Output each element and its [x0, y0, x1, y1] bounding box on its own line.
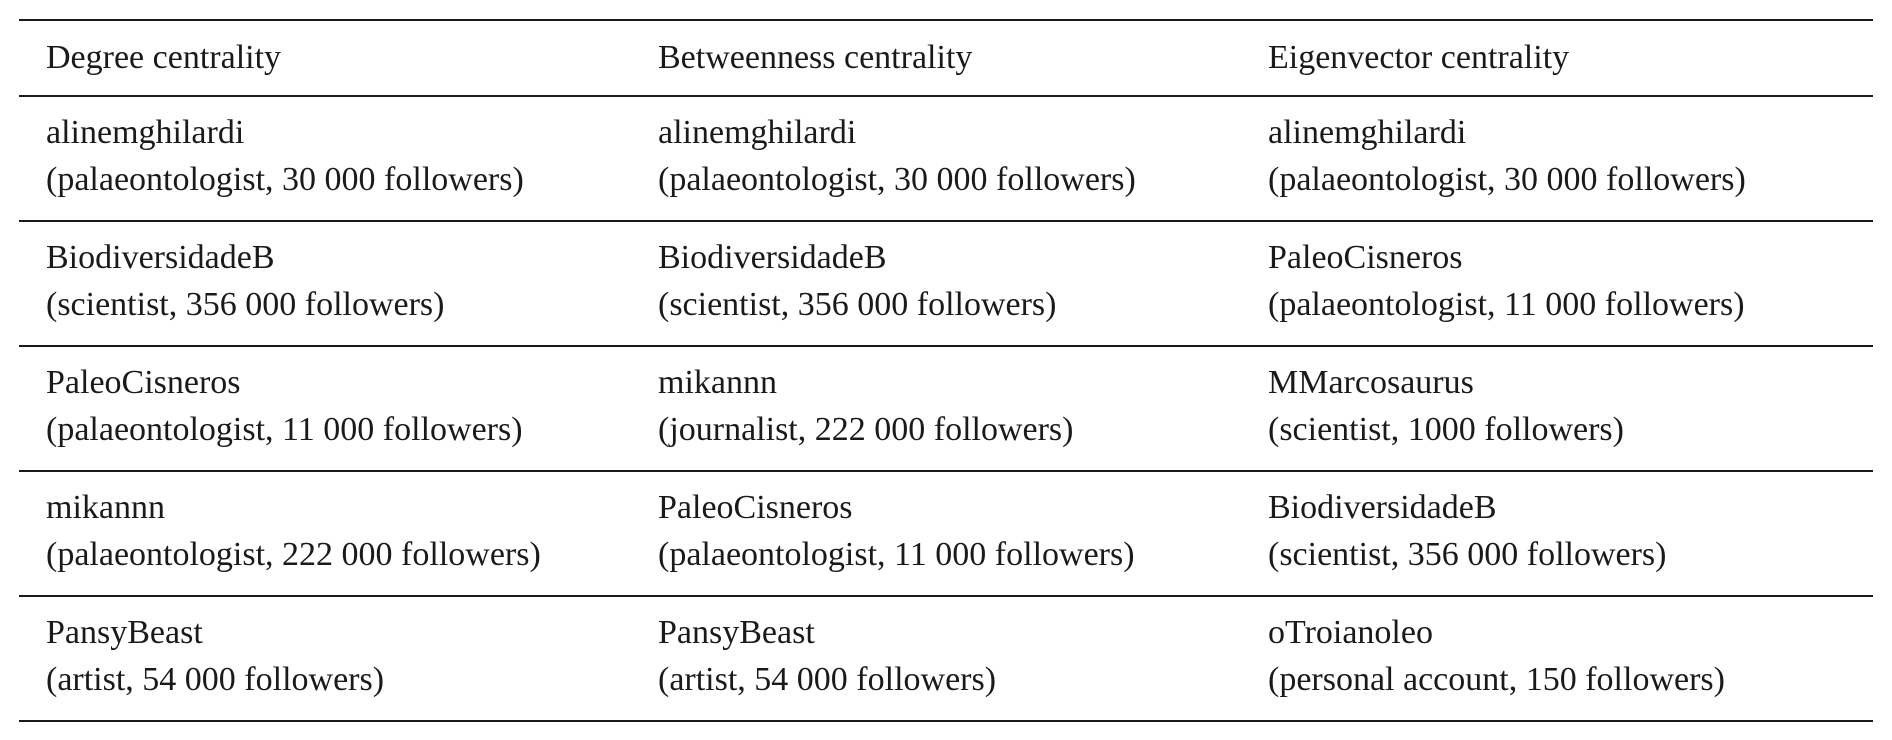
account-description: (scientist, 356 000 followers) — [46, 286, 445, 323]
table-cell: alinemghilardi (palaeontologist, 30 000 … — [1241, 96, 1873, 221]
account-description: (palaeontologist, 30 000 followers) — [46, 161, 524, 198]
account-handle: PaleoCisneros — [1268, 239, 1463, 276]
table-cell: PaleoCisneros (palaeontologist, 11 000 f… — [1241, 221, 1873, 346]
account-description: (artist, 54 000 followers) — [46, 661, 385, 698]
table-cell: alinemghilardi (palaeontologist, 30 000 … — [631, 96, 1241, 221]
header-betweenness-centrality: Betweenness centrality — [658, 39, 973, 76]
table-row: alinemghilardi (palaeontologist, 30 000 … — [19, 96, 1873, 221]
table-cell: PaleoCisneros (palaeontologist, 11 000 f… — [631, 471, 1241, 596]
table-cell: oTroianoleo (personal account, 150 follo… — [1241, 596, 1873, 721]
account-handle: alinemghilardi — [46, 114, 245, 151]
account-description: (palaeontologist, 30 000 followers) — [658, 161, 1136, 198]
header-degree-centrality: Degree centrality — [46, 39, 282, 76]
account-description: (palaeontologist, 11 000 followers) — [1268, 286, 1745, 323]
table-row: PansyBeast (artist, 54 000 followers) Pa… — [19, 596, 1873, 721]
header-row: Degree centrality Betweenness centrality… — [19, 20, 1873, 96]
table-header: Degree centrality Betweenness centrality… — [19, 20, 1873, 96]
account-description: (palaeontologist, 11 000 followers) — [46, 411, 523, 448]
account-handle: alinemghilardi — [658, 114, 857, 151]
table-cell: PansyBeast (artist, 54 000 followers) — [19, 596, 631, 721]
account-description: (journalist, 222 000 followers) — [658, 411, 1074, 448]
account-description: (scientist, 1000 followers) — [1268, 411, 1624, 448]
table-cell: BiodiversidadeB (scientist, 356 000 foll… — [631, 221, 1241, 346]
account-handle: oTroianoleo — [1268, 614, 1433, 651]
account-handle: PansyBeast — [658, 614, 815, 651]
account-handle: alinemghilardi — [1268, 114, 1467, 151]
account-handle: BiodiversidadeB — [1268, 489, 1497, 526]
table-cell: PaleoCisneros (palaeontologist, 11 000 f… — [19, 346, 631, 471]
account-handle: mikannn — [46, 489, 165, 526]
table-cell: BiodiversidadeB (scientist, 356 000 foll… — [19, 221, 631, 346]
table-row: PaleoCisneros (palaeontologist, 11 000 f… — [19, 346, 1873, 471]
account-description: (artist, 54 000 followers) — [658, 661, 997, 698]
account-handle: MMarcosaurus — [1268, 364, 1474, 401]
table-cell: BiodiversidadeB (scientist, 356 000 foll… — [1241, 471, 1873, 596]
centrality-table-container: Degree centrality Betweenness centrality… — [19, 19, 1873, 722]
account-handle: mikannn — [658, 364, 777, 401]
table-body: alinemghilardi (palaeontologist, 30 000 … — [19, 96, 1873, 721]
table-cell: PansyBeast (artist, 54 000 followers) — [631, 596, 1241, 721]
account-handle: BiodiversidadeB — [46, 239, 275, 276]
table-cell: alinemghilardi (palaeontologist, 30 000 … — [19, 96, 631, 221]
centrality-table: Degree centrality Betweenness centrality… — [19, 19, 1873, 722]
account-handle: PansyBeast — [46, 614, 203, 651]
account-handle: BiodiversidadeB — [658, 239, 887, 276]
header-eigenvector-centrality: Eigenvector centrality — [1268, 39, 1570, 76]
table-cell: mikannn (palaeontologist, 222 000 follow… — [19, 471, 631, 596]
account-description: (scientist, 356 000 followers) — [658, 286, 1057, 323]
account-description: (palaeontologist, 30 000 followers) — [1268, 161, 1746, 198]
table-cell: MMarcosaurus (scientist, 1000 followers) — [1241, 346, 1873, 471]
account-description: (personal account, 150 followers) — [1268, 661, 1725, 698]
account-description: (scientist, 356 000 followers) — [1268, 536, 1667, 573]
account-description: (palaeontologist, 11 000 followers) — [658, 536, 1135, 573]
table-row: mikannn (palaeontologist, 222 000 follow… — [19, 471, 1873, 596]
account-description: (palaeontologist, 222 000 followers) — [46, 536, 541, 573]
table-cell: mikannn (journalist, 222 000 followers) — [631, 346, 1241, 471]
table-row: BiodiversidadeB (scientist, 356 000 foll… — [19, 221, 1873, 346]
account-handle: PaleoCisneros — [658, 489, 853, 526]
account-handle: PaleoCisneros — [46, 364, 241, 401]
